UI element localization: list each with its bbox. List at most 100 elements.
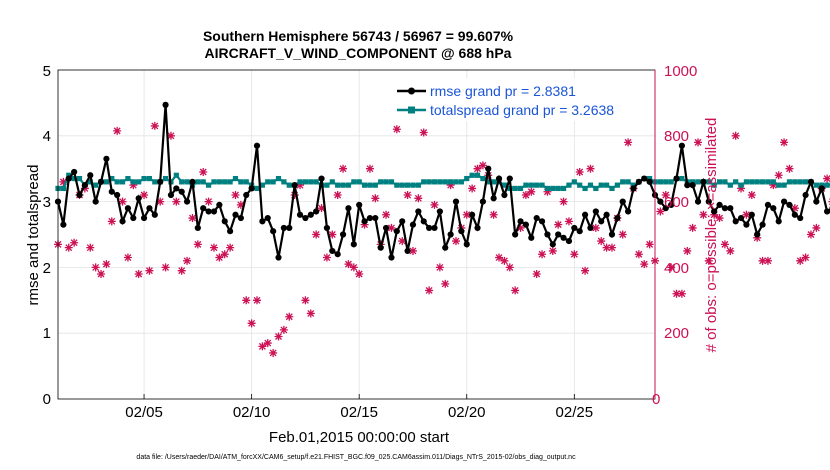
obs-marker bbox=[387, 223, 396, 232]
rmse-point bbox=[227, 228, 234, 235]
totalspread-point bbox=[722, 179, 728, 185]
totalspread-point bbox=[474, 172, 481, 178]
obs-marker bbox=[59, 177, 68, 186]
rmse-point bbox=[754, 231, 761, 238]
rmse-point bbox=[619, 198, 626, 205]
chart-title: Southern Hemisphere 56743 / 56967 = 99.6… bbox=[203, 28, 514, 44]
totalspread-point bbox=[103, 179, 110, 185]
obs-marker bbox=[269, 348, 278, 357]
rmse-point bbox=[748, 211, 755, 218]
obs-marker bbox=[462, 210, 471, 219]
obs-marker bbox=[129, 181, 138, 190]
left-tick-label: 4 bbox=[43, 128, 51, 145]
obs-marker bbox=[575, 167, 584, 176]
obs-marker bbox=[322, 253, 331, 262]
rmse-point bbox=[522, 221, 530, 228]
rmse-point bbox=[183, 198, 191, 205]
rmse-point bbox=[813, 198, 820, 205]
rmse-point bbox=[409, 221, 417, 228]
obs-marker bbox=[80, 184, 89, 193]
totalspread-point bbox=[345, 182, 352, 188]
rmse-point bbox=[592, 208, 599, 215]
totalspread-point bbox=[415, 182, 421, 188]
obs-marker bbox=[521, 191, 530, 200]
rmse-point bbox=[668, 201, 675, 208]
rmse-point bbox=[700, 178, 707, 185]
left-axis-label: rmse and totalspread bbox=[25, 165, 42, 306]
rmse-point bbox=[71, 168, 78, 176]
obs-marker bbox=[672, 289, 681, 298]
rmse-point bbox=[775, 218, 782, 225]
totalspread-point bbox=[555, 185, 561, 192]
right-tick-label: 600 bbox=[664, 194, 689, 211]
rmse-point bbox=[506, 175, 513, 182]
rmse-point bbox=[716, 201, 723, 208]
totalspread-point bbox=[711, 182, 717, 188]
totalspread-point bbox=[625, 179, 631, 185]
totalspread-point bbox=[71, 175, 77, 182]
totalspread-point bbox=[824, 182, 830, 188]
totalspread-point bbox=[66, 172, 72, 178]
rmse-point bbox=[549, 241, 556, 248]
totalspread-point bbox=[668, 179, 674, 185]
rmse-point bbox=[614, 214, 621, 222]
totalspread-point bbox=[302, 179, 309, 185]
obs-marker bbox=[317, 204, 326, 213]
rmse-point bbox=[571, 224, 578, 232]
obs-marker bbox=[607, 243, 616, 252]
rmse-point bbox=[205, 208, 212, 215]
totalspread-point bbox=[512, 185, 518, 192]
obs-marker bbox=[726, 246, 735, 255]
rmse-point bbox=[119, 218, 126, 225]
obs-marker bbox=[215, 253, 224, 262]
obs-marker bbox=[586, 164, 595, 173]
rmse-point bbox=[759, 221, 766, 228]
totalspread-point bbox=[308, 179, 314, 185]
totalspread-point bbox=[523, 182, 529, 188]
right-tick-label: 200 bbox=[664, 325, 689, 342]
rmse-point bbox=[657, 198, 664, 205]
totalspread-point bbox=[404, 182, 411, 188]
obs-marker bbox=[640, 260, 649, 269]
obs-marker bbox=[274, 332, 283, 341]
obs-marker bbox=[161, 263, 170, 272]
totalspread-point bbox=[205, 182, 212, 188]
rmse-point bbox=[140, 214, 148, 222]
totalspread-point bbox=[361, 182, 368, 188]
obs-marker bbox=[70, 238, 79, 247]
rmse-point bbox=[646, 178, 653, 185]
rmse-point bbox=[302, 214, 309, 222]
totalspread-point bbox=[560, 185, 567, 192]
obs-marker bbox=[548, 246, 557, 255]
obs-marker bbox=[527, 187, 536, 196]
obs-marker bbox=[403, 191, 412, 200]
rmse-point bbox=[216, 201, 223, 208]
rmse-point bbox=[764, 201, 772, 208]
rmse-point bbox=[587, 224, 594, 232]
obs-marker bbox=[408, 246, 417, 255]
totalspread-point bbox=[485, 179, 491, 185]
totalspread-point bbox=[770, 179, 776, 185]
totalspread-point bbox=[356, 179, 362, 185]
obs-marker bbox=[204, 197, 213, 206]
rmse-point bbox=[162, 101, 169, 108]
obs-marker bbox=[382, 210, 391, 219]
obs-marker bbox=[312, 230, 321, 239]
obs-marker bbox=[296, 181, 305, 190]
obs-marker bbox=[774, 171, 783, 180]
totalspread-point bbox=[469, 172, 475, 178]
totalspread-point bbox=[458, 179, 464, 185]
totalspread-point bbox=[87, 179, 93, 185]
left-tick-label: 2 bbox=[43, 260, 51, 277]
obs-marker bbox=[253, 296, 261, 305]
obs-marker bbox=[166, 131, 175, 140]
rmse-point bbox=[608, 231, 616, 238]
x-tick-label: 02/10 bbox=[233, 404, 271, 421]
totalspread-point bbox=[792, 179, 798, 185]
rmse-point bbox=[178, 188, 185, 195]
rmse-point bbox=[603, 211, 610, 218]
obs-marker bbox=[150, 121, 159, 130]
obs-marker bbox=[209, 243, 218, 252]
totalspread-point bbox=[759, 179, 766, 185]
rmse-point bbox=[339, 231, 347, 238]
